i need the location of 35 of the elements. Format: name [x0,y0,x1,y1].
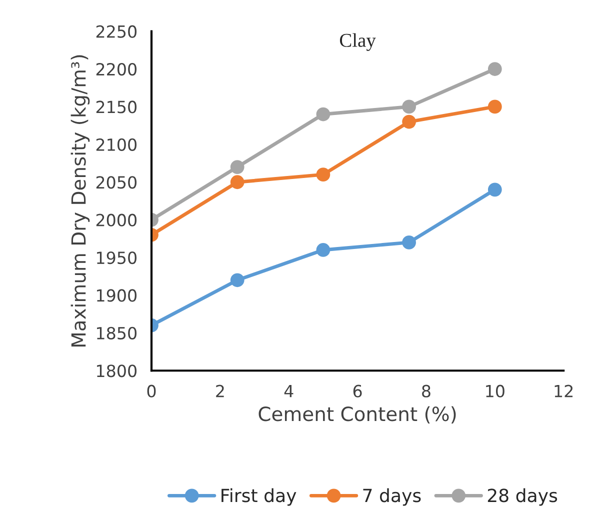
y-tick-label: 2200 [96,62,137,76]
y-tick-label: 1800 [97,364,137,378]
x-tick-label: 12 [554,384,573,398]
x-tick-label: 8 [422,384,430,398]
point [488,62,502,76]
x-axis-title: Cement Content (%) [258,406,456,424]
legend-label: 7 days [363,488,421,506]
y-tick-label: 1850 [97,326,137,340]
y-tick-label: 2000 [96,214,137,226]
x-tick-label: 6 [353,384,362,398]
y-tick-label: 2100 [96,138,137,151]
y-tick-label: 2150 [96,100,137,114]
y-axis-title: Maximum Dry Density (kg/m³) [70,55,90,346]
y-tick-label: 2250 [96,25,137,38]
legend-label: 28 days [488,488,558,506]
point [488,182,502,197]
point [402,235,416,250]
point [402,114,416,129]
point [230,160,244,174]
y-tick-label: 2050 [96,176,137,189]
point [316,243,330,257]
point [316,168,330,182]
point [230,175,244,190]
x-tick-label: 2 [216,384,224,398]
x-tick-label: 10 [486,384,504,398]
point [316,107,330,122]
x-tick-label: 0 [147,384,156,398]
x-tick-label: 4 [284,385,294,398]
y-tick-label: 1900 [97,289,137,302]
legend-label: First day [222,488,296,506]
point [402,100,416,114]
point [230,273,244,288]
y-tick-label: 1950 [97,251,137,264]
chart-title: Clay [340,33,376,51]
point [488,100,502,114]
